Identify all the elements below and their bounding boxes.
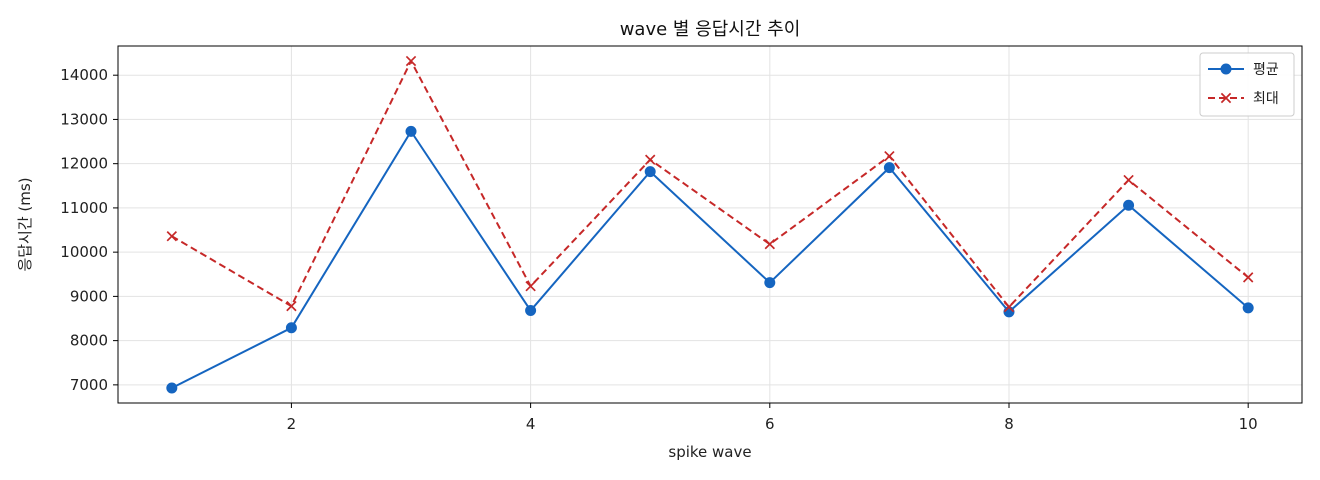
y-tick-label: 9000 <box>70 287 108 305</box>
data-point <box>1123 199 1135 211</box>
chart-title: wave 별 응답시간 추이 <box>620 19 801 40</box>
y-tick-label: 10000 <box>60 243 108 261</box>
legend-label: 최대 <box>1253 91 1279 107</box>
series-line <box>171 60 1249 308</box>
series-mean <box>166 125 1254 394</box>
y-tick-label: 8000 <box>70 332 108 350</box>
plot-frame <box>117 45 1303 404</box>
data-point <box>285 322 297 334</box>
x-marker-stroke <box>405 55 417 67</box>
legend-marker <box>1220 92 1232 104</box>
x-marker-stroke <box>525 281 536 292</box>
grid-lines <box>118 46 1302 403</box>
x-marker-stroke <box>645 154 656 165</box>
data-point <box>1003 301 1015 313</box>
data-point <box>1003 306 1015 318</box>
axis-ticks: 2 4 6 8 10 7000 8000 9000 10000 11000 12000 13000 14… <box>60 66 1257 433</box>
x-tick-label: 2 <box>287 415 297 433</box>
y-tick-label: 14000 <box>60 66 108 84</box>
x-marker-stroke <box>1003 301 1015 313</box>
data-point <box>764 277 776 289</box>
series-layer <box>166 55 1254 394</box>
series-line <box>171 130 1249 389</box>
data-point <box>286 300 297 312</box>
x-marker-stroke <box>286 300 297 312</box>
x-tick-label: 4 <box>526 415 536 433</box>
y-axis-title: 응답시간 (ms) <box>16 177 34 271</box>
data-point <box>166 231 178 242</box>
legend-label: 평균 <box>1253 62 1279 78</box>
data-point <box>884 150 895 162</box>
data-point <box>405 125 417 137</box>
x-marker-stroke <box>1123 174 1134 186</box>
x-marker-stroke <box>764 238 775 250</box>
legend-marker <box>1220 63 1232 75</box>
data-point <box>644 166 656 178</box>
data-point <box>405 55 417 67</box>
x-axis-title: spike wave <box>668 443 751 461</box>
data-point <box>525 305 537 317</box>
x-marker-stroke <box>1220 92 1232 104</box>
y-tick-label: 12000 <box>60 155 108 173</box>
data-point <box>764 238 775 250</box>
data-point <box>1242 302 1254 314</box>
x-marker-stroke <box>884 150 895 162</box>
legend-box <box>1199 52 1295 117</box>
y-tick-label: 11000 <box>60 199 108 217</box>
x-tick-label: 10 <box>1239 415 1258 433</box>
x-tick-label: 8 <box>1004 415 1014 433</box>
data-point <box>1242 272 1254 283</box>
data-point <box>166 382 178 394</box>
data-point <box>645 154 656 165</box>
x-tick-label: 6 <box>765 415 775 433</box>
y-tick-label: 7000 <box>70 376 108 394</box>
data-point <box>1123 174 1134 186</box>
data-point <box>525 281 536 292</box>
series-max <box>166 55 1254 313</box>
y-tick-label: 13000 <box>60 110 108 128</box>
x-marker-stroke <box>166 231 178 242</box>
x-marker-stroke <box>1242 272 1254 283</box>
data-point <box>883 162 895 174</box>
